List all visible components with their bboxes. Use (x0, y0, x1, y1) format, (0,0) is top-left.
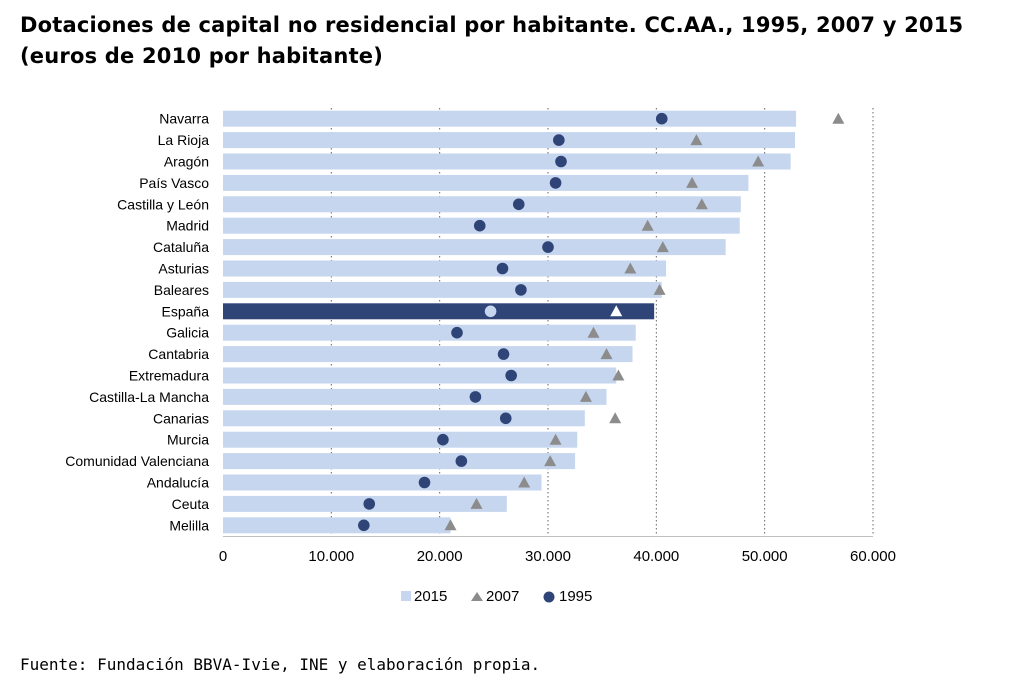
marker-1995 (555, 155, 567, 168)
marker-1995 (497, 348, 510, 360)
marker-1995 (451, 326, 463, 339)
marker-1995 (553, 134, 565, 146)
x-tick-label: 60.000 (850, 548, 896, 565)
marker-2007 (612, 369, 625, 381)
marker-1995 (455, 455, 468, 467)
marker-2007 (752, 155, 765, 167)
marker-1995 (655, 112, 668, 125)
x-tick-label: 50.000 (742, 548, 788, 565)
legend-marker-2007 (471, 592, 483, 601)
category-label: Andalucía (147, 475, 209, 491)
marker-1995 (473, 219, 486, 232)
marker-2007 (609, 412, 622, 424)
marker-1995 (437, 433, 449, 446)
marker-1995 (358, 519, 370, 532)
x-tick-label: 10.000 (308, 548, 354, 565)
bar-2015 (223, 260, 667, 277)
bar-2015 (223, 153, 791, 170)
marker-2007 (656, 241, 669, 253)
bar-2015 (223, 431, 578, 448)
bar-2015 (223, 367, 617, 384)
category-label: Ceuta (172, 496, 210, 512)
marker-1995 (512, 198, 525, 211)
bar-2015 (223, 453, 576, 470)
marker-1995 (363, 498, 376, 510)
bar-2015 (223, 388, 607, 405)
marker-1995 (469, 391, 482, 403)
category-label: Cataluña (153, 239, 209, 255)
marker-1995 (542, 241, 554, 253)
marker-2007 (600, 348, 613, 360)
x-tick-label: 40.000 (633, 548, 679, 565)
x-tick-label: 20.000 (417, 548, 463, 565)
x-tick-label: 30.000 (525, 548, 571, 565)
x-tick-label: 0 (219, 548, 227, 565)
category-label: Aragón (164, 154, 209, 170)
marker-1995 (418, 476, 431, 489)
bar-2015 (223, 517, 451, 534)
marker-2007 (518, 476, 531, 488)
marker-2007 (695, 198, 708, 210)
marker-2007 (470, 497, 483, 509)
bar-2015 (223, 324, 636, 341)
legend-label-2007: 2007 (486, 588, 519, 605)
marker-2007 (686, 176, 699, 188)
category-label: Baleares (154, 282, 209, 298)
bar-2015 (223, 239, 726, 256)
marker-1995 (499, 412, 512, 425)
legend-marker-1995 (543, 591, 555, 603)
category-label: País Vasco (139, 175, 209, 191)
category-label: Extremadura (129, 368, 209, 384)
bar-chart: Navarra La Rioja Aragón País Vasco Castilla … (65, 108, 896, 605)
marker-2007 (690, 134, 703, 146)
marker-1995 (549, 177, 562, 189)
marker-2007 (653, 283, 666, 295)
marker-1995 (505, 369, 517, 382)
bar-2015 (223, 346, 633, 363)
marker-1995 (515, 284, 527, 296)
legend-swatch-2015 (401, 591, 411, 601)
category-label: Galicia (166, 325, 209, 341)
bar-2015 (223, 303, 655, 320)
category-label: Madrid (166, 218, 209, 234)
bar-2015 (223, 132, 795, 149)
bar-2015 (223, 410, 585, 427)
category-label: Murcia (167, 432, 209, 448)
category-label: España (162, 303, 210, 319)
marker-1995 (496, 262, 509, 275)
legend-label-2015: 2015 (414, 588, 447, 605)
category-label: Melilla (169, 517, 209, 533)
category-label: Castilla-La Mancha (89, 389, 209, 405)
marker-2007 (610, 305, 623, 317)
marker-2007 (549, 433, 562, 445)
bar-2015 (223, 281, 662, 298)
bar-2015 (223, 174, 749, 191)
marker-2007 (587, 326, 600, 338)
marker-1995 (484, 305, 497, 318)
source-note: Fuente: Fundación BBVA-Ivie, INE y elabo… (20, 655, 541, 674)
category-label: La Rioja (158, 132, 210, 148)
marker-2007 (641, 219, 654, 231)
bar-2015 (223, 196, 741, 213)
marker-2007 (544, 455, 557, 467)
bar-2015 (223, 474, 542, 491)
marker-2007 (444, 519, 457, 531)
category-label: Asturias (158, 261, 209, 277)
bar-2015 (223, 110, 797, 127)
category-label: Comunidad Valenciana (65, 453, 209, 469)
category-label: Canarias (153, 410, 209, 426)
category-label: Navarra (159, 111, 209, 127)
marker-2007 (579, 390, 592, 402)
category-label: Cantabria (148, 346, 209, 362)
marker-2007 (832, 112, 845, 124)
legend-label-1995: 1995 (559, 588, 592, 605)
marker-2007 (624, 262, 637, 274)
category-label: Castilla y León (117, 196, 209, 212)
chart-title: Dotaciones de capital no residencial por… (20, 13, 964, 68)
